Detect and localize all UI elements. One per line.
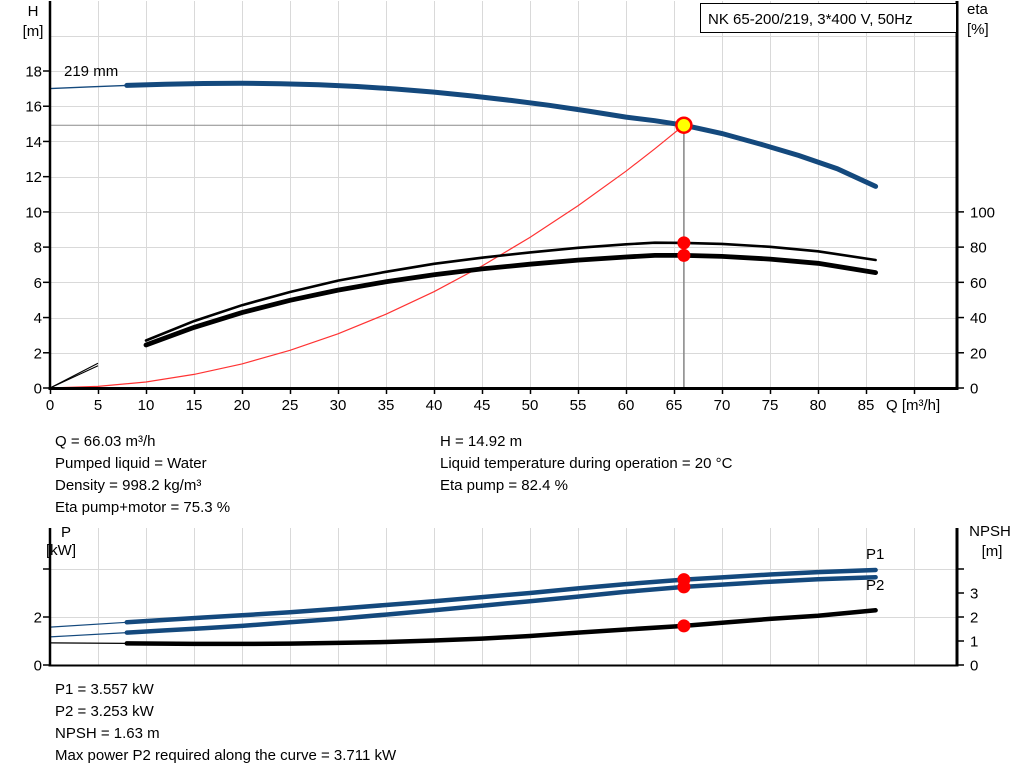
svg-text:2: 2 — [34, 610, 42, 627]
x-tick-labels: 0 5 10 15 20 25 30 35 40 45 50 55 60 65 70 75 80 85 — [46, 397, 875, 414]
eta-pump-motor-value: Eta pump+motor = 75.3 % — [55, 499, 231, 516]
svg-text:4: 4 — [34, 310, 42, 327]
svg-text:85: 85 — [858, 397, 875, 414]
impeller-size-label: 219 mm — [64, 63, 118, 80]
y-tick-labels-right: 0 20 40 60 80 100 — [970, 204, 995, 397]
npsh-value: NPSH = 1.63 m — [55, 725, 160, 742]
axes — [43, 1, 964, 394]
svg-text:0: 0 — [34, 658, 42, 675]
svg-text:20: 20 — [234, 397, 251, 414]
svg-text:10: 10 — [25, 204, 42, 221]
density-value: Density = 998.2 kg/m³ — [55, 477, 202, 494]
npsh-marker — [677, 619, 691, 633]
svg-text:0: 0 — [970, 658, 978, 675]
svg-text:14: 14 — [25, 134, 42, 151]
p2-curve — [124, 574, 878, 635]
p1-value: P1 = 3.557 kW — [55, 681, 154, 698]
svg-text:2: 2 — [970, 610, 978, 627]
liquid-temperature: Liquid temperature during operation = 20… — [440, 455, 733, 472]
svg-text:12: 12 — [25, 169, 42, 186]
svg-text:50: 50 — [522, 397, 539, 414]
pump-title: NK 65-200/219, 3*400 V, 50Hz — [708, 11, 913, 28]
y-tick-labels-left: 02 — [34, 610, 42, 675]
pumped-liquid: Pumped liquid = Water — [55, 455, 207, 472]
svg-text:60: 60 — [970, 275, 987, 292]
svg-text:10: 10 — [138, 397, 155, 414]
y-axis-title-left-unit: [kW] — [46, 542, 76, 559]
h-value: H = 14.92 m — [440, 433, 523, 450]
svg-text:8: 8 — [34, 240, 42, 257]
y-axis-title-right-unit: [m] — [982, 543, 1003, 560]
p1-curve-lead — [49, 621, 127, 628]
p2-curve-lead — [49, 632, 127, 638]
eta-pump-marker — [677, 236, 691, 250]
svg-text:80: 80 — [810, 397, 827, 414]
duty-point-info-right: H = 14.92 m Liquid temperature during op… — [440, 431, 732, 497]
axes — [43, 528, 964, 667]
svg-text:0: 0 — [34, 381, 42, 398]
eta-pump-motor-curve-lead — [49, 365, 99, 389]
svg-text:80: 80 — [970, 240, 987, 257]
y-tick-labels-left: 0 2 4 6 8 10 12 14 16 18 — [25, 64, 42, 398]
svg-text:18: 18 — [25, 64, 42, 81]
p2-marker — [677, 580, 691, 594]
p1-curve-label: P1 — [866, 546, 884, 563]
q-value: Q = 66.03 m³/h — [55, 433, 156, 450]
svg-text:45: 45 — [474, 397, 491, 414]
operating-point[interactable] — [675, 116, 693, 134]
svg-text:70: 70 — [714, 397, 731, 414]
max-power-p2: Max power P2 required along the curve = … — [55, 747, 397, 764]
y-axis-title-left: P — [61, 524, 71, 541]
y-axis-title-left-unit: [m] — [23, 23, 44, 40]
qh-eta-chart[interactable]: 0 2 4 6 8 10 12 14 16 18 0 5 10 15 20 25 30 35 40 45 50 55 60 6… — [0, 0, 1024, 420]
svg-text:25: 25 — [282, 397, 299, 414]
svg-text:75: 75 — [762, 397, 779, 414]
svg-text:3: 3 — [970, 586, 978, 603]
duty-point-info-left: Q = 66.03 m³/h Pumped liquid = Water Den… — [55, 431, 230, 519]
y-axis-title-left: H — [28, 3, 39, 20]
svg-text:55: 55 — [570, 397, 587, 414]
y-tick-labels-right: 0 1 2 3 — [970, 586, 978, 675]
npsh-curve — [124, 608, 878, 647]
svg-text:35: 35 — [378, 397, 395, 414]
npsh-curve-lead — [49, 642, 127, 644]
svg-text:40: 40 — [426, 397, 443, 414]
y-axis-title-right: NPSH — [969, 523, 1011, 540]
svg-text:0: 0 — [970, 381, 978, 398]
svg-text:2: 2 — [34, 345, 42, 362]
title-box — [700, 3, 957, 33]
svg-text:5: 5 — [94, 397, 102, 414]
eta-pump-curve — [144, 241, 877, 342]
svg-text:100: 100 — [970, 204, 995, 221]
svg-text:6: 6 — [34, 275, 42, 292]
x-axis-title: Q [m³/h] — [886, 397, 940, 414]
svg-text:15: 15 — [186, 397, 203, 414]
svg-text:16: 16 — [25, 99, 42, 116]
p2-curve-label: P2 — [866, 577, 884, 594]
y-axis-title-right-unit: [%] — [967, 21, 989, 38]
svg-text:40: 40 — [970, 310, 987, 327]
svg-text:1: 1 — [970, 634, 978, 651]
svg-text:60: 60 — [618, 397, 635, 414]
svg-text:0: 0 — [46, 397, 54, 414]
power-npsh-info: P1 = 3.557 kW P2 = 3.253 kW NPSH = 1.63 … — [55, 679, 396, 767]
svg-text:20: 20 — [970, 345, 987, 362]
eta-pump-motor-curve — [143, 253, 878, 348]
eta-pump-motor-marker — [677, 248, 691, 262]
p1-curve — [124, 567, 878, 625]
svg-text:30: 30 — [330, 397, 347, 414]
p2-value: P2 = 3.253 kW — [55, 703, 154, 720]
gridlines — [50, 1, 957, 388]
qh-curve-219mm — [124, 80, 879, 189]
qh-curve-219mm-lead — [49, 84, 127, 90]
svg-text:65: 65 — [666, 397, 683, 414]
system-curve — [49, 124, 685, 389]
eta-pump-value: Eta pump = 82.4 % — [440, 477, 568, 494]
y-axis-title-right: eta — [967, 1, 989, 18]
